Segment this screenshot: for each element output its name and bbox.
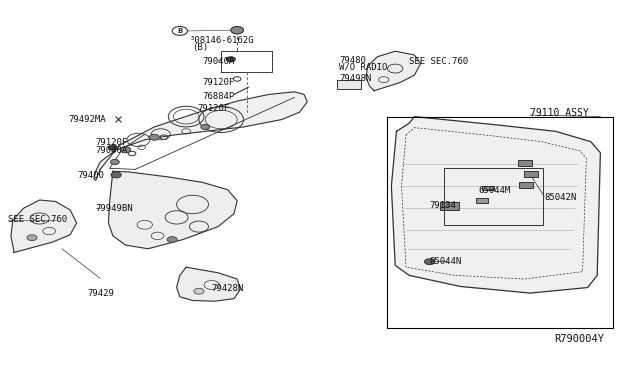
Text: 79492MA: 79492MA bbox=[68, 115, 106, 124]
Polygon shape bbox=[392, 116, 600, 293]
Text: 85042N: 85042N bbox=[544, 193, 577, 202]
Text: 65044M: 65044M bbox=[478, 186, 510, 195]
Circle shape bbox=[231, 26, 244, 34]
Circle shape bbox=[120, 147, 131, 153]
Bar bbox=[221, 51, 272, 72]
Bar bbox=[476, 198, 488, 203]
Text: ³08146-6162G: ³08146-6162G bbox=[189, 36, 254, 45]
Bar bbox=[483, 186, 494, 190]
Text: 79498N: 79498N bbox=[339, 74, 371, 83]
Polygon shape bbox=[11, 200, 77, 253]
Text: 79040A: 79040A bbox=[202, 57, 234, 66]
Text: 79400: 79400 bbox=[78, 171, 105, 180]
Text: 79120F: 79120F bbox=[202, 78, 234, 87]
Circle shape bbox=[194, 288, 204, 294]
Bar bbox=[337, 80, 362, 89]
Circle shape bbox=[110, 160, 119, 164]
Text: 79480: 79480 bbox=[339, 56, 366, 65]
Text: SEE SEC.760: SEE SEC.760 bbox=[8, 215, 67, 224]
Text: B: B bbox=[177, 28, 182, 34]
Circle shape bbox=[27, 235, 37, 241]
Text: 79428N: 79428N bbox=[212, 284, 244, 293]
Text: SEE SEC.760: SEE SEC.760 bbox=[409, 57, 468, 66]
Text: 79949BN: 79949BN bbox=[96, 203, 133, 213]
Text: 79429: 79429 bbox=[88, 289, 115, 298]
Polygon shape bbox=[108, 171, 237, 249]
Circle shape bbox=[149, 134, 159, 140]
Bar bbox=[387, 116, 613, 328]
Text: 76884P: 76884P bbox=[202, 92, 234, 101]
Bar bbox=[444, 167, 543, 225]
Bar bbox=[524, 171, 538, 177]
Text: 85044N: 85044N bbox=[429, 257, 462, 266]
Polygon shape bbox=[366, 51, 420, 91]
Text: R790004Y: R790004Y bbox=[554, 334, 605, 344]
Text: (B): (B) bbox=[193, 43, 209, 52]
Circle shape bbox=[108, 145, 117, 150]
Polygon shape bbox=[177, 267, 241, 301]
Circle shape bbox=[424, 259, 435, 264]
Circle shape bbox=[227, 57, 236, 62]
Bar bbox=[440, 202, 459, 210]
Circle shape bbox=[167, 237, 177, 243]
Circle shape bbox=[201, 124, 210, 129]
Bar bbox=[519, 182, 533, 188]
Text: W/O RADIO: W/O RADIO bbox=[339, 62, 387, 72]
Text: 79120F: 79120F bbox=[198, 104, 230, 113]
Bar bbox=[221, 51, 272, 72]
Bar bbox=[518, 160, 532, 166]
Circle shape bbox=[111, 172, 121, 178]
Text: 79040A: 79040A bbox=[96, 146, 128, 155]
Text: 79134: 79134 bbox=[429, 201, 456, 210]
Text: 79110 ASSY: 79110 ASSY bbox=[531, 108, 589, 118]
Polygon shape bbox=[94, 92, 307, 180]
Text: 79120F: 79120F bbox=[96, 138, 128, 147]
